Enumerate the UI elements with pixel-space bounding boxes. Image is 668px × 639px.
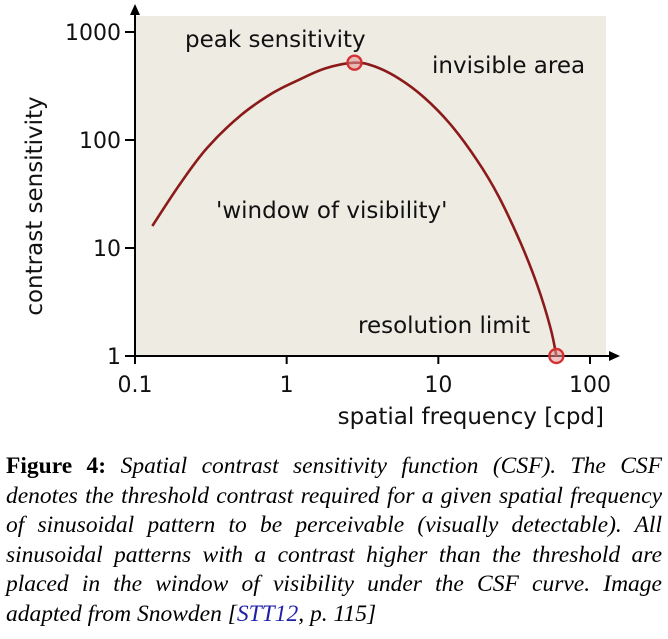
peak-sensitivity-marker (346, 54, 363, 71)
y-axis-label: contrast sensitivity (22, 96, 48, 315)
caption-label: Figure 4: (6, 453, 107, 479)
x-tick-label: 100 (569, 373, 611, 398)
curve-markers (346, 54, 565, 365)
annotations: peak sensitivity invisible area 'window … (185, 27, 585, 339)
x-tick-label: 10 (424, 373, 452, 398)
annotation-peak-sensitivity: peak sensitivity (185, 27, 366, 53)
plot-background (135, 16, 606, 356)
caption-text-end: , p. 115] (298, 600, 377, 627)
x-axis-arrow (609, 351, 620, 361)
resolution-limit-marker (548, 347, 565, 365)
y-tick-label: 1000 (65, 21, 121, 46)
csf-curve (151, 61, 558, 357)
y-tick-label: 100 (79, 129, 121, 154)
x-axis-label: spatial frequency [cpd] (338, 404, 604, 430)
annotation-window-of-visibility: 'window of visibility' (216, 198, 447, 224)
caption-text: Spatial contrast sensitivity function (C… (6, 453, 663, 627)
annotation-resolution-limit: resolution limit (358, 313, 530, 339)
y-tick-label: 10 (93, 237, 121, 262)
x-tick-label: 0.1 (118, 373, 153, 398)
csf-chart: 0.1 1 10 100 1 10 100 1000 peak sensitivity inv… (22, 4, 620, 430)
y-tick-label: 1 (107, 345, 121, 370)
annotation-invisible-area: invisible area (432, 53, 585, 79)
figure-caption: Figure 4: Spatial contrast sensitivity f… (6, 452, 662, 629)
axis-ticks: 0.1 1 10 100 1 10 100 1000 (65, 21, 611, 398)
y-axis-arrow (130, 4, 140, 15)
caption-citation-link[interactable]: STT12 (236, 600, 299, 627)
x-tick-label: 1 (280, 373, 294, 398)
